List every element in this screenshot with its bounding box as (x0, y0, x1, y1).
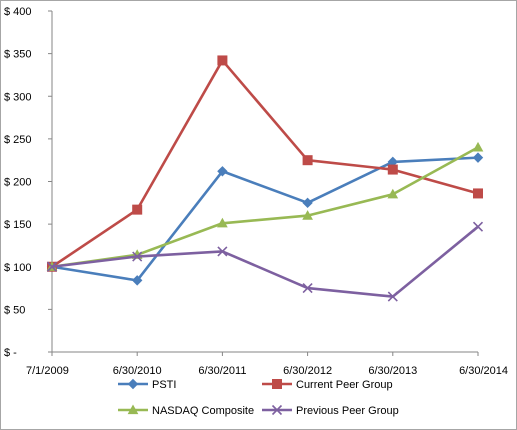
data-point-previous-peer-group (217, 246, 228, 257)
data-point-nasdaq-composite (302, 210, 313, 220)
data-point-previous-peer-group (46, 261, 58, 272)
y-tick-label: $ 100 (4, 262, 32, 274)
y-tick-label: $ 250 (4, 134, 32, 146)
data-point-psti (131, 275, 143, 286)
data-point-previous-peer-group (387, 291, 398, 302)
data-point-current-peer-group (132, 204, 143, 215)
series-line-psti (51, 156, 479, 282)
x-tick-label: 6/30/2014 (459, 365, 508, 377)
y-tick-label: $ - (4, 347, 17, 359)
series-line-previous-peer-group (51, 225, 479, 298)
legend-marker-current-peer-group (272, 379, 282, 389)
data-point-psti (472, 152, 484, 163)
y-tick-label: $ 400 (4, 6, 32, 18)
data-point-previous-peer-group (302, 282, 313, 294)
legend-marker-previous-peer-group (271, 404, 283, 416)
y-tick-label: $ 200 (4, 177, 32, 189)
data-point-current-peer-group (217, 55, 228, 66)
y-tick-label: $ 350 (4, 49, 32, 61)
x-tick-label: 6/30/2010 (113, 365, 162, 377)
y-tick-label: $ 300 (4, 91, 32, 103)
legend-label-previous-peer-group: Previous Peer Group (296, 405, 399, 417)
x-tick-label: 6/30/2013 (368, 365, 417, 377)
data-point-nasdaq-composite (472, 141, 484, 152)
y-tick-label: $ 150 (4, 219, 32, 231)
x-tick-label: 6/30/2011 (198, 365, 246, 377)
y-tick-label: $ 50 (4, 304, 25, 316)
data-point-psti (302, 197, 313, 209)
legend-marker-psti (127, 378, 139, 390)
x-tick-label: 7/1/2009 (26, 365, 69, 377)
data-point-current-peer-group (387, 164, 398, 175)
x-tick-label: 6/30/2012 (283, 365, 332, 377)
legend-label-nasdaq-composite: NASDAQ Composite (152, 405, 254, 417)
data-point-current-peer-group (473, 188, 483, 199)
data-point-nasdaq-composite (217, 217, 228, 228)
data-point-previous-peer-group (132, 251, 143, 262)
data-point-current-peer-group (302, 155, 313, 166)
legend-label-current-peer-group: Current Peer Group (296, 379, 393, 391)
data-point-psti (217, 166, 228, 177)
legend-label-psti: PSTI (152, 379, 176, 391)
series-line-nasdaq-composite (51, 146, 479, 269)
data-point-nasdaq-composite (387, 188, 399, 199)
data-point-previous-peer-group (472, 221, 484, 232)
legend-marker-nasdaq-composite (127, 404, 139, 415)
series-line-current-peer-group (51, 59, 479, 268)
